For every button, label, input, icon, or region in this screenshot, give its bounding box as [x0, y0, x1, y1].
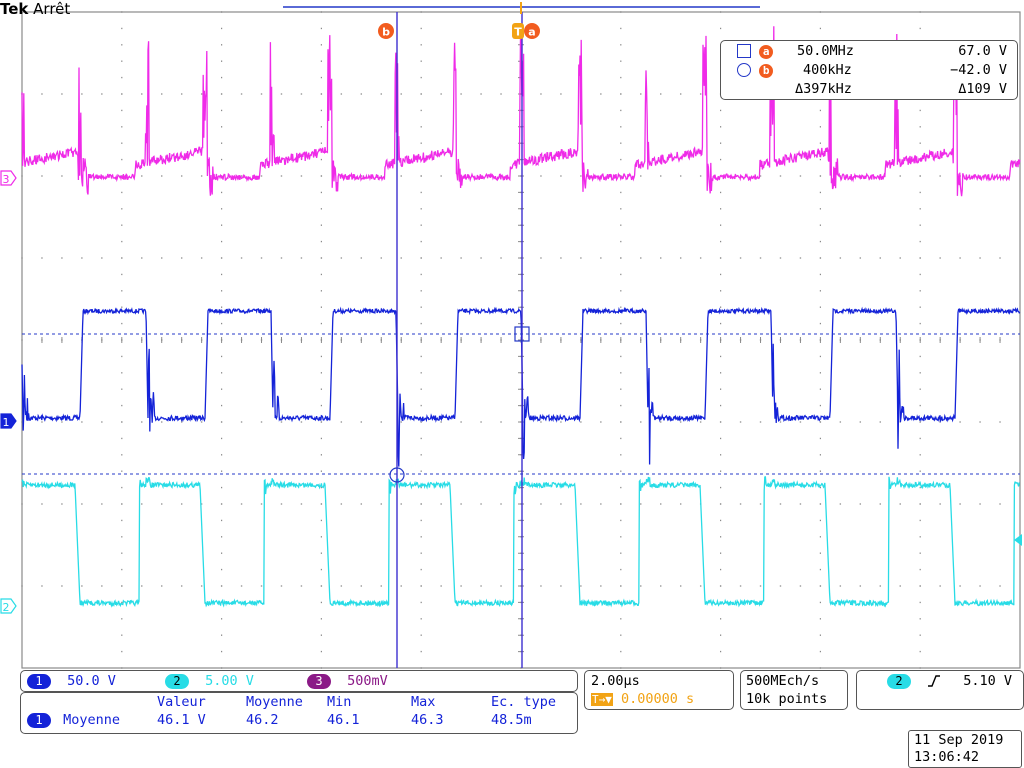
trigger-badge[interactable]: [512, 23, 524, 39]
cursor-a-freq: 50.0MHz: [797, 43, 854, 59]
trigger-level: 5.10 V: [963, 673, 1013, 689]
trigger-position-icon: T→▼: [591, 693, 613, 706]
measurement-mean: 46.2: [246, 712, 279, 728]
cursor-b-circle-marker: [389, 467, 405, 483]
measurement-header-max: Max: [411, 694, 436, 710]
measurement-name: Moyenne: [63, 712, 121, 728]
ch1-badge: 1: [27, 673, 51, 689]
ch3-scale[interactable]: 3 500mV: [307, 673, 388, 689]
trigger-badge-label: T: [514, 26, 522, 39]
grid-dot-pattern: [21, 11, 1001, 669]
measurement-value: 46.1 V: [157, 712, 206, 728]
cursor-b-readout-badge: b: [759, 64, 774, 78]
trigger-panel[interactable]: 2 5.10 V: [856, 670, 1024, 710]
ch2-waveform: [21, 476, 1021, 608]
measurement-stddev: 48.5m: [491, 712, 532, 728]
cursor-b-badge[interactable]: [378, 23, 394, 39]
square-cursor-icon: [737, 44, 751, 58]
ch2-scale[interactable]: 2 5.00 V: [165, 673, 254, 689]
cursor-readout: a 50.0MHz 67.0 V b 400kHz −42.0 V Δ397kH…: [720, 40, 1018, 100]
cursors: [22, 2, 1020, 668]
status-bar: Tek Arrêt: [0, 0, 70, 18]
ch1-waveform: [21, 306, 1021, 467]
center-axis-ticks: [21, 11, 1001, 669]
trigger-position-value: 0.00000 s: [621, 691, 695, 707]
measurement-header-ectype: Ec. type: [491, 694, 557, 710]
measurement-header-min: Min: [327, 694, 352, 710]
timebase-panel[interactable]: 2.00µs T→▼ 0.00000 s: [584, 670, 734, 710]
cursor-b-freq: 400kHz: [803, 62, 852, 78]
time-display: 13:06:42: [914, 749, 980, 765]
ch1-scale-value: 50.0 V: [67, 673, 116, 689]
acquisition-state: Arrêt: [33, 0, 71, 18]
cursor-a-badge[interactable]: [524, 23, 540, 39]
cursor-a-badge-label: a: [528, 26, 535, 39]
brand-logo: Tek: [0, 0, 29, 18]
ch2-scale-value: 5.00 V: [205, 673, 254, 689]
measurement-min: 46.1: [327, 712, 360, 728]
measurement-channel-badge: 1: [27, 712, 51, 728]
acquisition-panel[interactable]: 500MEch/s 10k points: [740, 670, 848, 710]
grid-dots: [21, 11, 1001, 669]
cursor-b-badge-label: b: [382, 26, 390, 39]
measurement-max: 46.3: [411, 712, 444, 728]
ch1-marker-shape[interactable]: [0, 413, 17, 429]
cursor-a-readout-badge: a: [759, 45, 774, 59]
trigger-source-badge: 2: [887, 673, 911, 689]
ch2-badge: 2: [165, 673, 189, 689]
ch3-scale-value: 500mV: [347, 673, 388, 689]
timebase-scale: 2.00µs: [591, 673, 640, 689]
ch3-badge: 3: [307, 673, 331, 689]
record-length: 10k points: [746, 691, 828, 707]
date-display: 11 Sep 2019: [914, 732, 1004, 748]
cursor-a-volt: 67.0 V: [958, 43, 1007, 59]
measurement-panel: Valeur Moyenne Min Max Ec. type 1 Moyenn…: [20, 692, 578, 734]
measurement-header-valeur: Valeur: [157, 694, 206, 710]
cursor-delta-volt: Δ109 V: [958, 81, 1007, 97]
channel-scale-bar: 1 50.0 V 2 5.00 V 3 500mV: [20, 670, 578, 692]
trigger-level-arrow-icon[interactable]: [1014, 534, 1022, 546]
ch2-marker-shape[interactable]: [0, 598, 17, 614]
circle-cursor-icon: [737, 63, 751, 77]
datetime-panel: 11 Sep 2019 13:06:42: [908, 730, 1022, 768]
ch3-marker-label: 3: [3, 173, 10, 186]
cursor-b-volt: −42.0 V: [950, 62, 1007, 78]
cursor-a-square-marker: [514, 326, 530, 342]
ch1-scale[interactable]: 1 50.0 V: [27, 673, 116, 689]
ch1-marker-label: 1: [3, 416, 10, 429]
ch3-marker-shape[interactable]: [0, 170, 17, 186]
cursor-delta-freq: Δ397kHz: [795, 81, 852, 97]
measurement-row[interactable]: 1 Moyenne: [27, 712, 120, 728]
measurement-header-moyenne: Moyenne: [246, 694, 303, 710]
sample-rate: 500MEch/s: [746, 673, 820, 689]
ch2-marker-label: 2: [3, 601, 10, 614]
rising-edge-icon: [928, 675, 941, 687]
